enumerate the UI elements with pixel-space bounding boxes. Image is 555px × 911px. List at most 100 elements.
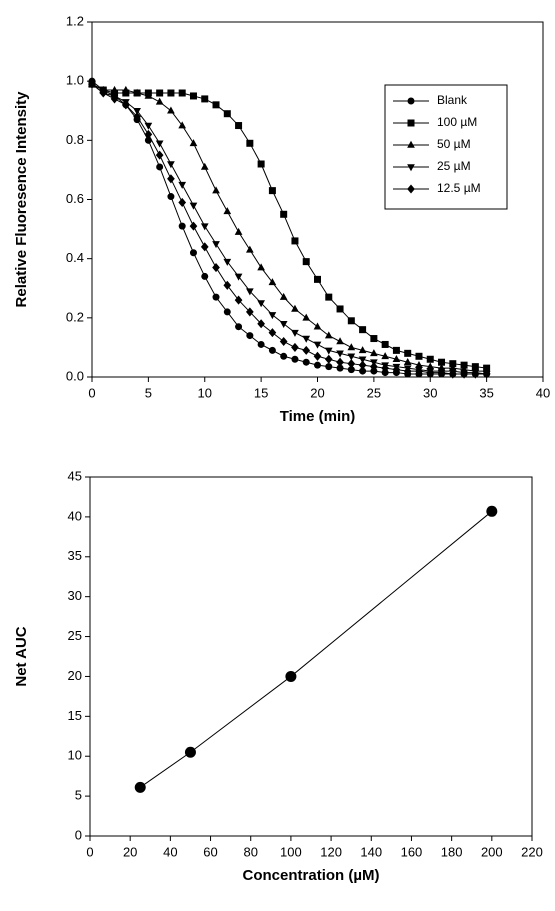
marker [223,280,232,290]
marker [246,245,254,253]
marker [234,227,243,235]
marker [449,360,457,368]
marker [184,746,196,758]
marker [268,278,277,286]
marker [347,359,356,369]
marker [437,368,446,378]
marker [325,363,333,371]
marker [144,122,153,130]
y-tick-label: 15 [68,708,82,723]
x-tick-label: 5 [145,385,152,400]
marker [268,346,276,354]
marker [88,79,96,89]
legend: Blank 100 µM 50 µM 25 µM 12.5 µM [384,84,508,210]
marker [291,237,299,245]
y-tick-label: 0.8 [66,132,84,147]
x-tick-label: 20 [123,844,137,859]
marker [144,91,153,99]
marker [167,193,175,201]
marker [471,363,479,371]
marker [200,162,209,170]
legend-label: Blank [437,93,468,107]
marker [110,85,119,93]
marker [302,335,311,343]
y-axis-title: Relative Fluoresence Intensity [13,91,30,308]
y-tick-label: 35 [68,548,82,563]
marker [325,293,333,301]
marker [235,122,243,130]
marker [347,343,356,351]
legend-label: 25 µM [437,159,471,173]
marker [302,258,310,266]
y-tick-label: 25 [68,628,82,643]
marker [167,174,175,184]
marker [426,355,434,363]
y-tick-label: 40 [68,508,82,523]
marker [189,139,198,147]
y-tick-label: 1.2 [66,13,84,28]
marker [336,364,344,372]
marker [381,340,389,348]
x-tick-label: 0 [88,385,95,400]
marker [167,161,175,169]
marker [302,358,310,366]
x-tick-label: 10 [198,385,212,400]
x-tick-label: 35 [479,385,493,400]
marker [212,241,220,249]
y-tick-label: 20 [68,668,82,683]
y-tick-label: 0.4 [66,250,84,265]
marker [155,97,164,105]
marker [280,210,288,218]
marker [358,360,367,370]
marker [246,139,254,147]
marker [336,337,344,345]
marker [257,319,265,329]
marker [460,361,468,369]
marker [370,349,378,357]
marker [370,362,378,372]
marker [347,353,356,361]
x-tick-label: 100 [280,844,302,859]
marker [246,332,254,340]
marker [234,273,243,281]
marker [223,308,231,316]
marker [246,288,254,296]
marker [381,363,389,373]
marker [407,119,415,127]
y-tick-label: 5 [75,788,82,803]
marker [99,88,108,98]
marker [403,366,412,376]
x-tick-label: 30 [423,385,437,400]
marker [189,221,198,231]
marker [486,505,498,517]
y-tick-label: 0.6 [66,191,84,206]
x-tick-label: 220 [521,844,543,859]
plot-frame [89,476,533,837]
marker [359,367,367,375]
marker [381,352,389,360]
marker [460,369,468,379]
y-tick-label: 0.2 [66,309,84,324]
marker [314,275,321,283]
marker [155,150,164,160]
marker [268,312,277,320]
y-tick-label: 30 [68,588,82,603]
marker [178,89,186,97]
marker [279,292,288,300]
marker [313,341,322,349]
marker [415,360,423,368]
marker [235,323,243,331]
marker [415,366,423,376]
marker [223,258,232,266]
marker [156,163,164,171]
marker [178,197,187,208]
marker [324,347,333,355]
y-axis-title: Net AUC [13,626,30,686]
marker [407,97,415,105]
x-tick-label: 120 [320,844,342,859]
marker [178,181,187,189]
marker [134,781,146,793]
marker [200,242,209,252]
marker [448,369,457,379]
